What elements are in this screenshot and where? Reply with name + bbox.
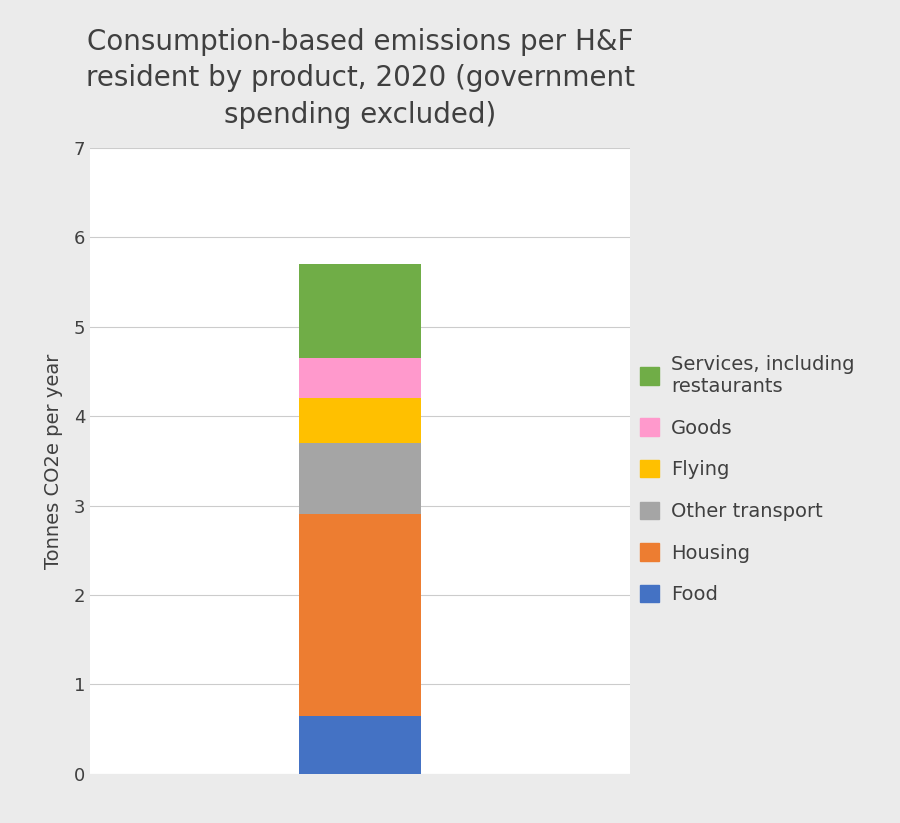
Bar (299, 443, 421, 514)
Y-axis label: Tonnes CO2e per year: Tonnes CO2e per year (43, 353, 62, 569)
Bar (299, 358, 421, 398)
Title: Consumption-based emissions per H&F
resident by product, 2020 (government
spendi: Consumption-based emissions per H&F resi… (86, 27, 634, 129)
Bar (299, 514, 421, 715)
Bar (299, 715, 421, 774)
Bar (299, 264, 421, 358)
Bar (299, 398, 421, 443)
Legend: Services, including
restaurants, Goods, Flying, Other transport, Housing, Food: Services, including restaurants, Goods, … (640, 355, 854, 604)
